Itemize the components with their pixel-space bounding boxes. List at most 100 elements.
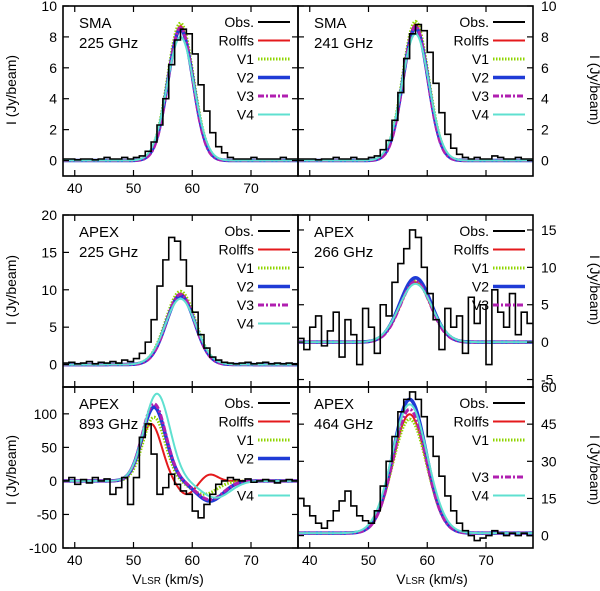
legend-label-obs-p4: Obs. — [459, 223, 489, 239]
legend-label-v3-p3: V3 — [237, 297, 254, 313]
panel-title-line2-p5: 893 GHz — [79, 416, 138, 433]
ytick-label-p6: 60 — [541, 379, 557, 395]
ytick-label-p3: 5 — [49, 319, 57, 335]
ytick-label-p1: 0 — [49, 153, 57, 169]
legend-label-obs-p6: Obs. — [459, 395, 489, 411]
legend-label-rolffs-p6: Rolffs — [453, 414, 489, 430]
panel-title-line2-p2: 241 GHz — [314, 35, 373, 52]
frame-p2 — [297, 5, 534, 177]
xlabel-left: VLSR (km/s) — [132, 571, 204, 587]
series-v1-p3 — [63, 289, 298, 367]
panel-title-line2-p1: 225 GHz — [79, 35, 138, 52]
legend-label-v4-p6: V4 — [472, 488, 489, 504]
legend-label-v1-p4: V1 — [472, 260, 489, 276]
ytick-label-p6: 30 — [541, 453, 557, 469]
xtick-label-p6: 50 — [361, 552, 377, 568]
series-obs-p1 — [63, 28, 298, 161]
series-obs-p6 — [298, 391, 533, 542]
legend-label-v4-p1: V4 — [237, 107, 254, 123]
panel-p2: 0 2 4 6 8 10 SMA 241 GHz Obs. Rolffs V1 V2 V3 V4 — [297, 0, 557, 177]
ytick-label-p4: 5 — [541, 297, 549, 313]
ytick-label-p5: 100 — [34, 406, 58, 422]
ylabel-left-top: I (Jy/beam) — [3, 55, 19, 125]
ytick-label-p2: 10 — [541, 0, 557, 14]
legend-label-v4-p2: V4 — [472, 107, 489, 123]
legend-label-rolffs-p3: Rolffs — [218, 242, 254, 258]
series-obs-p3 — [63, 236, 298, 365]
panel-title-line1-p5: APEX — [79, 396, 119, 413]
panel-p1: 40 50 60 70 0 2 4 6 8 10 SMA 225 GHz Obs. Rolffs V1 V2 V… — [41, 0, 299, 196]
panel-title-line2-p3: 225 GHz — [79, 244, 138, 261]
ytick-label-p4: 10 — [541, 259, 557, 275]
legend-label-obs-p1: Obs. — [224, 14, 254, 30]
panel-title-line1-p2: SMA — [314, 15, 347, 32]
ytick-label-p2: 2 — [541, 122, 549, 138]
panel-p3: 0 5 10 15 20 APEX 225 GHz Obs. Rolffs V1 V2 V3 V4 — [41, 207, 299, 388]
frame-p6 — [297, 386, 534, 549]
legend-label-rolffs-p5: Rolffs — [218, 414, 254, 430]
legend-label-v3-p4: V3 — [472, 297, 489, 313]
xtick-label-p5: 40 — [67, 552, 83, 568]
legend-label-rolffs-p2: Rolffs — [453, 33, 489, 49]
ytick-label-p5: 50 — [41, 439, 57, 455]
legend-label-v3-p2: V3 — [472, 88, 489, 104]
ytick-label-p6: 15 — [541, 490, 557, 506]
ytick-label-p4: -5 — [541, 372, 554, 388]
ytick-label-p6: 45 — [541, 416, 557, 432]
xlabel-right: VLSR (km/s) — [396, 571, 468, 587]
ytick-label-p1: 4 — [49, 91, 57, 107]
ytick-label-p1: 6 — [49, 60, 57, 76]
legend-label-v1-p6: V1 — [472, 432, 489, 448]
legend-label-v1-p3: V1 — [237, 260, 254, 276]
legend-label-v1-p1: V1 — [237, 51, 254, 67]
ytick-label-p5: -50 — [37, 506, 57, 522]
series-obs-p2 — [298, 23, 533, 161]
xtick-label-p6: 70 — [478, 552, 494, 568]
panel-title-line2-p6: 464 GHz — [314, 416, 373, 433]
xtick-label-p5: 60 — [184, 552, 200, 568]
ytick-label-p5: 0 — [49, 473, 57, 489]
legend-label-v4-p3: V4 — [237, 316, 254, 332]
legend-label-v2-p4: V2 — [472, 279, 489, 295]
ytick-label-p3: 10 — [41, 282, 57, 298]
legend-label-v2-p2: V2 — [472, 70, 489, 86]
ytick-label-p2: 4 — [541, 91, 549, 107]
series-v4-p4 — [298, 282, 533, 344]
ytick-label-p4: 15 — [541, 222, 557, 238]
panel-p6: 40 50 60 70 0 15 30 45 60 APEX 464 GHz Obs. Rolffs V1… — [297, 379, 557, 568]
ytick-label-p1: 2 — [49, 122, 57, 138]
ytick-label-p6: 0 — [541, 528, 549, 544]
panel-title-line1-p4: APEX — [314, 224, 354, 241]
series-v4-p6 — [298, 403, 533, 535]
legend-label-obs-p3: Obs. — [224, 223, 254, 239]
ytick-label-p1: 8 — [49, 29, 57, 45]
ylabel-right-bot: I (Jy/beam) — [587, 435, 600, 505]
ytick-label-p5: -100 — [29, 540, 57, 556]
series-v4-p1 — [63, 35, 298, 162]
model-curves-p3 — [63, 236, 298, 367]
model-curves-p6 — [298, 391, 533, 542]
xtick-label-p6: 60 — [419, 552, 435, 568]
xtick-label-p6: 40 — [302, 552, 318, 568]
ylabel-right-mid: I (Jy/beam) — [587, 255, 600, 325]
legend-label-v2-p3: V2 — [237, 279, 254, 295]
legend-label-v1-p5: V1 — [237, 432, 254, 448]
ytick-label-p1: 10 — [41, 0, 57, 14]
panel-p5: 40 50 60 70 -100 -50 0 50 100 APEX 893 GHz Obs. Rolf… — [29, 386, 299, 568]
panel-title-line1-p6: APEX — [314, 396, 354, 413]
xtick-label-p5: 50 — [126, 552, 142, 568]
ylabel-left-mid: I (Jy/beam) — [3, 255, 19, 325]
series-v4-p3 — [63, 297, 298, 366]
ytick-label-p3: 15 — [41, 244, 57, 260]
xtick-label-p1: 40 — [67, 180, 83, 196]
legend-label-v3-p1: V3 — [237, 88, 254, 104]
ytick-label-p2: 0 — [541, 153, 549, 169]
legend-label-v3-p6: V3 — [472, 469, 489, 485]
series-obs-p4 — [298, 229, 533, 366]
ylabel-right-top: I (Jy/beam) — [587, 55, 600, 125]
legend-label-rolffs-p1: Rolffs — [218, 33, 254, 49]
ytick-label-p3: 0 — [49, 357, 57, 373]
ytick-label-p3: 20 — [41, 207, 57, 223]
